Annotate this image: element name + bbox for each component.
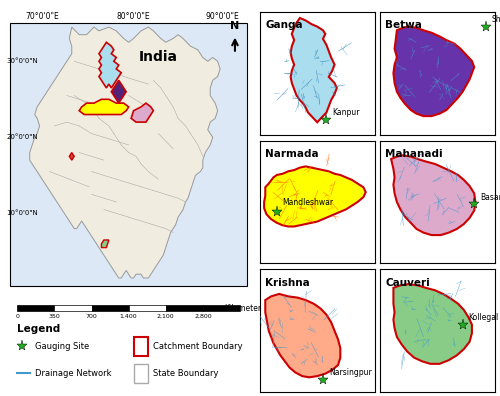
Bar bbox=[128, 305, 166, 311]
Polygon shape bbox=[290, 18, 337, 122]
Text: Krishna: Krishna bbox=[266, 278, 310, 288]
Text: Basantpur: Basantpur bbox=[480, 193, 500, 202]
Bar bbox=[10, 23, 248, 286]
Text: Drainage Network: Drainage Network bbox=[34, 369, 111, 377]
Text: Betwa: Betwa bbox=[386, 21, 422, 30]
Text: 80°0'0"E: 80°0'0"E bbox=[117, 12, 150, 21]
Text: 10°0'0"N: 10°0'0"N bbox=[6, 210, 38, 216]
Text: Shahijina: Shahijina bbox=[492, 15, 500, 24]
Polygon shape bbox=[131, 103, 154, 122]
Text: 0: 0 bbox=[16, 314, 20, 319]
Text: Cauveri: Cauveri bbox=[386, 278, 430, 288]
Bar bbox=[54, 305, 92, 311]
Text: N: N bbox=[230, 21, 239, 31]
Polygon shape bbox=[30, 27, 220, 278]
Text: 700: 700 bbox=[86, 314, 98, 319]
Text: Narmada: Narmada bbox=[266, 149, 319, 159]
Text: Narsingpur: Narsingpur bbox=[329, 368, 372, 377]
Text: India: India bbox=[139, 51, 178, 65]
Text: Kanpur: Kanpur bbox=[332, 109, 359, 117]
Polygon shape bbox=[391, 155, 475, 235]
Text: 2,800: 2,800 bbox=[194, 314, 212, 319]
Polygon shape bbox=[79, 99, 128, 114]
Text: Mahanadi: Mahanadi bbox=[386, 149, 443, 159]
Polygon shape bbox=[266, 294, 340, 377]
Text: Catchment Boundary: Catchment Boundary bbox=[154, 342, 243, 351]
Text: Mandleshwar: Mandleshwar bbox=[282, 198, 334, 207]
Polygon shape bbox=[394, 27, 474, 116]
Bar bbox=[166, 305, 203, 311]
Text: 350: 350 bbox=[48, 314, 60, 319]
Bar bbox=[203, 305, 240, 311]
Polygon shape bbox=[102, 240, 109, 248]
Polygon shape bbox=[99, 42, 121, 88]
Text: Kilometers: Kilometers bbox=[224, 303, 265, 312]
Text: Gauging Site: Gauging Site bbox=[34, 342, 89, 351]
Polygon shape bbox=[394, 284, 472, 364]
Bar bbox=[134, 364, 148, 383]
Bar bbox=[92, 305, 128, 311]
Bar bbox=[134, 337, 148, 356]
Bar bbox=[18, 305, 54, 311]
Text: 70°0'0"E: 70°0'0"E bbox=[25, 12, 59, 21]
Text: State Boundary: State Boundary bbox=[154, 369, 219, 377]
Polygon shape bbox=[70, 152, 74, 160]
Text: Legend: Legend bbox=[18, 324, 60, 333]
Text: 30°0'0"N: 30°0'0"N bbox=[6, 58, 38, 64]
Text: 20°0'0"N: 20°0'0"N bbox=[6, 134, 38, 140]
Text: 1,400: 1,400 bbox=[120, 314, 138, 319]
Text: Kollegal: Kollegal bbox=[468, 313, 498, 322]
Polygon shape bbox=[112, 80, 126, 103]
Polygon shape bbox=[264, 166, 366, 227]
Text: 2,100: 2,100 bbox=[157, 314, 174, 319]
Text: 90°0'0"E: 90°0'0"E bbox=[206, 12, 240, 21]
Text: Ganga: Ganga bbox=[266, 21, 303, 30]
